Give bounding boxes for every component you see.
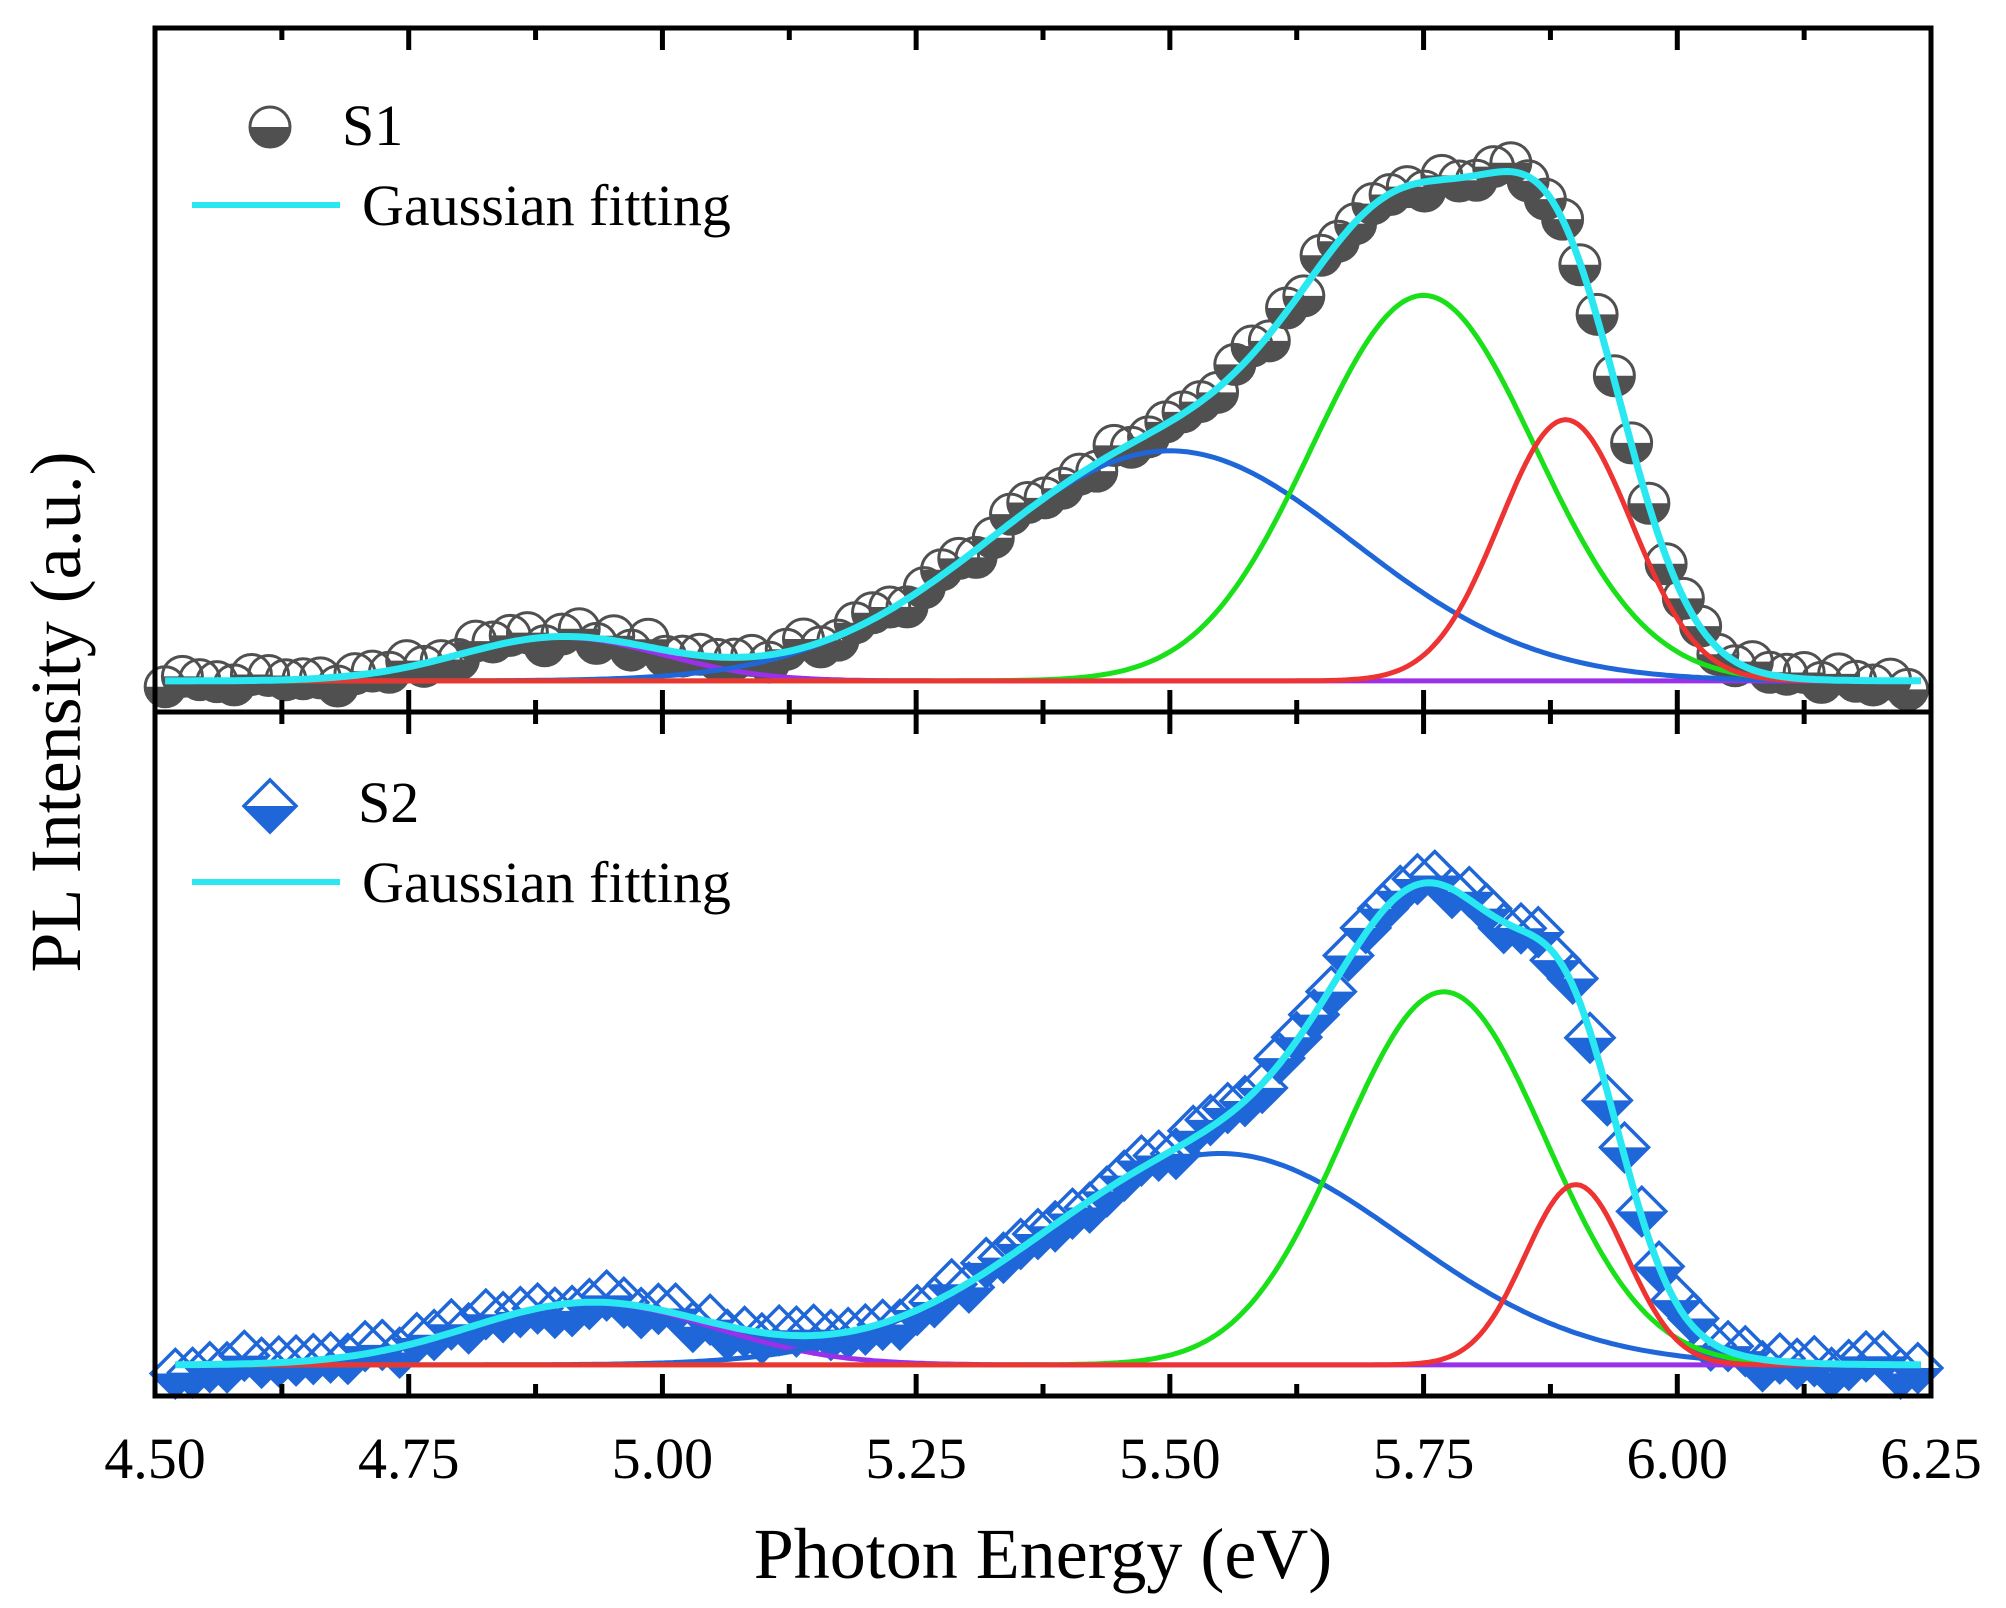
y-axis-title: PL Intensity (a.u.) bbox=[16, 451, 96, 972]
s2-data-point bbox=[1563, 1011, 1617, 1065]
s2-gaussian-fit-curve bbox=[175, 879, 1921, 1369]
x-tick-label: 5.75 bbox=[1373, 1426, 1475, 1491]
x-tick-label: 5.25 bbox=[865, 1426, 967, 1491]
panel-s1-frame bbox=[152, 25, 1934, 715]
legend-s1-marker bbox=[248, 105, 292, 149]
legend-s2-label: S2 bbox=[358, 770, 419, 835]
x-tick-label: 6.25 bbox=[1880, 1426, 1982, 1491]
panel-s2 bbox=[148, 849, 1945, 1401]
s1-data-point bbox=[1558, 243, 1602, 287]
x-tick-label: 4.75 bbox=[358, 1426, 460, 1491]
panel-s1 bbox=[143, 141, 1930, 711]
s1-data-point bbox=[1886, 667, 1930, 711]
legend-s2-fit-label: Gaussian fitting bbox=[362, 850, 731, 915]
s2-data-point bbox=[1580, 1073, 1634, 1127]
s2-peak-4-curve bbox=[175, 1182, 1921, 1368]
legend-s2-marker bbox=[241, 777, 299, 835]
x-axis-ticks: 4.50 4.75 5.00 5.25 5.50 5.75 6.00 6.25 bbox=[104, 28, 1982, 1491]
s2-data-point bbox=[1632, 1240, 1686, 1293]
legend-s1-label: S1 bbox=[342, 93, 403, 158]
legend-s1: S1 Gaussian fitting bbox=[192, 93, 731, 238]
legend-s2: S2 Gaussian fitting bbox=[192, 770, 731, 915]
x-tick-label: 5.50 bbox=[1119, 1426, 1221, 1491]
x-axis-title: Photon Energy (eV) bbox=[754, 1514, 1333, 1594]
s1-peak-4-curve bbox=[165, 417, 1921, 684]
legend-s1-fit-label: Gaussian fitting bbox=[362, 173, 731, 238]
x-tick-label: 6.00 bbox=[1627, 1426, 1729, 1491]
s1-gaussian-fit-curve bbox=[165, 167, 1921, 685]
s2-data-point bbox=[1304, 965, 1358, 1019]
x-tick-label: 4.50 bbox=[104, 1426, 206, 1491]
s2-data-point bbox=[1511, 905, 1565, 959]
s1-data-point bbox=[557, 607, 601, 651]
x-tick-label: 5.00 bbox=[612, 1426, 714, 1491]
